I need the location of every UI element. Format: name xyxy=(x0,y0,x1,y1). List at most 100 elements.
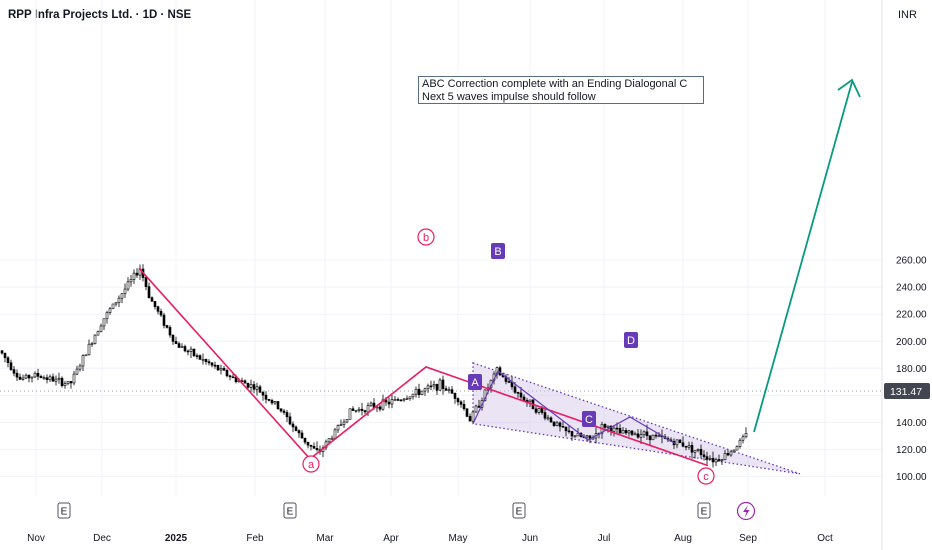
candle-body xyxy=(330,437,334,440)
candle-body xyxy=(390,399,394,405)
candle-body xyxy=(657,435,661,438)
wave-abc-line xyxy=(138,267,709,467)
candle-body xyxy=(201,358,205,361)
time-tick-label: Feb xyxy=(246,533,264,544)
time-tick-label: Oct xyxy=(817,533,833,544)
candle-body xyxy=(30,376,34,379)
analysis-annotation[interactable]: ABC Correction complete with an Ending D… xyxy=(418,76,704,104)
candle-body xyxy=(255,386,259,390)
candle-body xyxy=(570,431,574,437)
earnings-marker[interactable] xyxy=(512,502,526,519)
candle-body xyxy=(546,417,550,420)
candle-body xyxy=(630,430,634,435)
candle-body xyxy=(426,385,430,390)
candle-body xyxy=(117,297,121,303)
candle-body xyxy=(714,459,718,463)
candle-body xyxy=(300,432,304,439)
candle-body xyxy=(24,374,28,379)
candle-body xyxy=(54,378,58,382)
candle-body xyxy=(39,376,43,379)
candle-body xyxy=(477,405,481,408)
earnings-marker-label: E xyxy=(516,507,523,518)
candle-body xyxy=(387,401,391,405)
candle-body xyxy=(3,352,7,359)
candle-body xyxy=(90,343,94,345)
earnings-marker[interactable] xyxy=(697,502,711,519)
subwave-label-D xyxy=(624,332,638,348)
price-tick-label: 180.00 xyxy=(896,364,927,375)
candle-body xyxy=(417,388,421,396)
candle-body xyxy=(72,373,76,384)
candle-body xyxy=(633,433,637,436)
candle-body xyxy=(84,354,88,357)
candle-body xyxy=(540,408,544,413)
candle-body xyxy=(411,393,415,398)
candle-body xyxy=(435,384,439,391)
candle-body xyxy=(153,301,157,307)
candle-body xyxy=(213,364,217,367)
candle-body xyxy=(225,370,229,377)
candle-body xyxy=(552,421,556,426)
candle-body xyxy=(150,297,154,302)
candle-body xyxy=(414,388,418,395)
candle-body xyxy=(303,437,307,443)
candle-body xyxy=(591,437,595,440)
candle-body xyxy=(465,408,469,417)
price-tick-label: 100.00 xyxy=(896,472,927,483)
candle-body xyxy=(348,408,352,420)
candle-body xyxy=(606,425,610,428)
candle-body xyxy=(192,348,196,356)
candle-body xyxy=(720,459,724,462)
candle-body xyxy=(432,384,436,387)
candle-body xyxy=(369,402,373,406)
lightning-icon[interactable] xyxy=(736,501,756,521)
candle-body xyxy=(87,343,91,356)
candle-body xyxy=(93,334,97,344)
subwave-label-B xyxy=(491,243,505,259)
candle-body xyxy=(729,451,733,456)
candle-body xyxy=(285,412,289,418)
time-tick-label: Dec xyxy=(93,533,111,544)
candle-body xyxy=(693,450,697,453)
wave-label-text: c xyxy=(703,471,709,483)
candle-body xyxy=(102,318,106,327)
candle-body xyxy=(549,417,553,423)
candle-body xyxy=(174,341,178,344)
candle-body xyxy=(354,410,358,412)
candle-body xyxy=(180,346,184,348)
candle-body xyxy=(129,279,133,283)
candle-body xyxy=(678,439,682,444)
candle-body xyxy=(273,401,277,404)
candle-body xyxy=(21,377,25,380)
candle-body xyxy=(27,374,31,379)
candle-body xyxy=(717,459,721,461)
candle-body xyxy=(711,457,715,463)
earnings-marker[interactable] xyxy=(283,502,297,519)
subwave-label-A xyxy=(468,374,482,390)
candle-body xyxy=(105,312,109,320)
candle-body xyxy=(708,457,712,460)
candle-body xyxy=(228,375,232,378)
candle-body xyxy=(78,365,82,370)
candle-body xyxy=(12,369,16,374)
candle-body xyxy=(45,377,49,381)
candle-body xyxy=(744,433,748,438)
candle-body xyxy=(735,446,739,451)
earnings-marker[interactable] xyxy=(57,502,71,519)
candle-body xyxy=(684,445,688,448)
candle-body xyxy=(222,368,226,371)
candle-body xyxy=(378,406,382,410)
candle-body xyxy=(282,410,286,413)
subwave-label-C xyxy=(582,411,596,427)
candle-body xyxy=(345,419,349,423)
candle-body xyxy=(603,424,607,428)
candle-body xyxy=(171,334,175,342)
time-tick-label: Nov xyxy=(27,533,45,544)
price-tick-label: 240.00 xyxy=(896,283,927,294)
candle-body xyxy=(81,355,85,367)
time-tick-label: Jun xyxy=(522,533,538,544)
price-axis: 100.00120.00140.00160.00180.00200.00220.… xyxy=(896,256,927,483)
candle-body xyxy=(261,392,265,396)
